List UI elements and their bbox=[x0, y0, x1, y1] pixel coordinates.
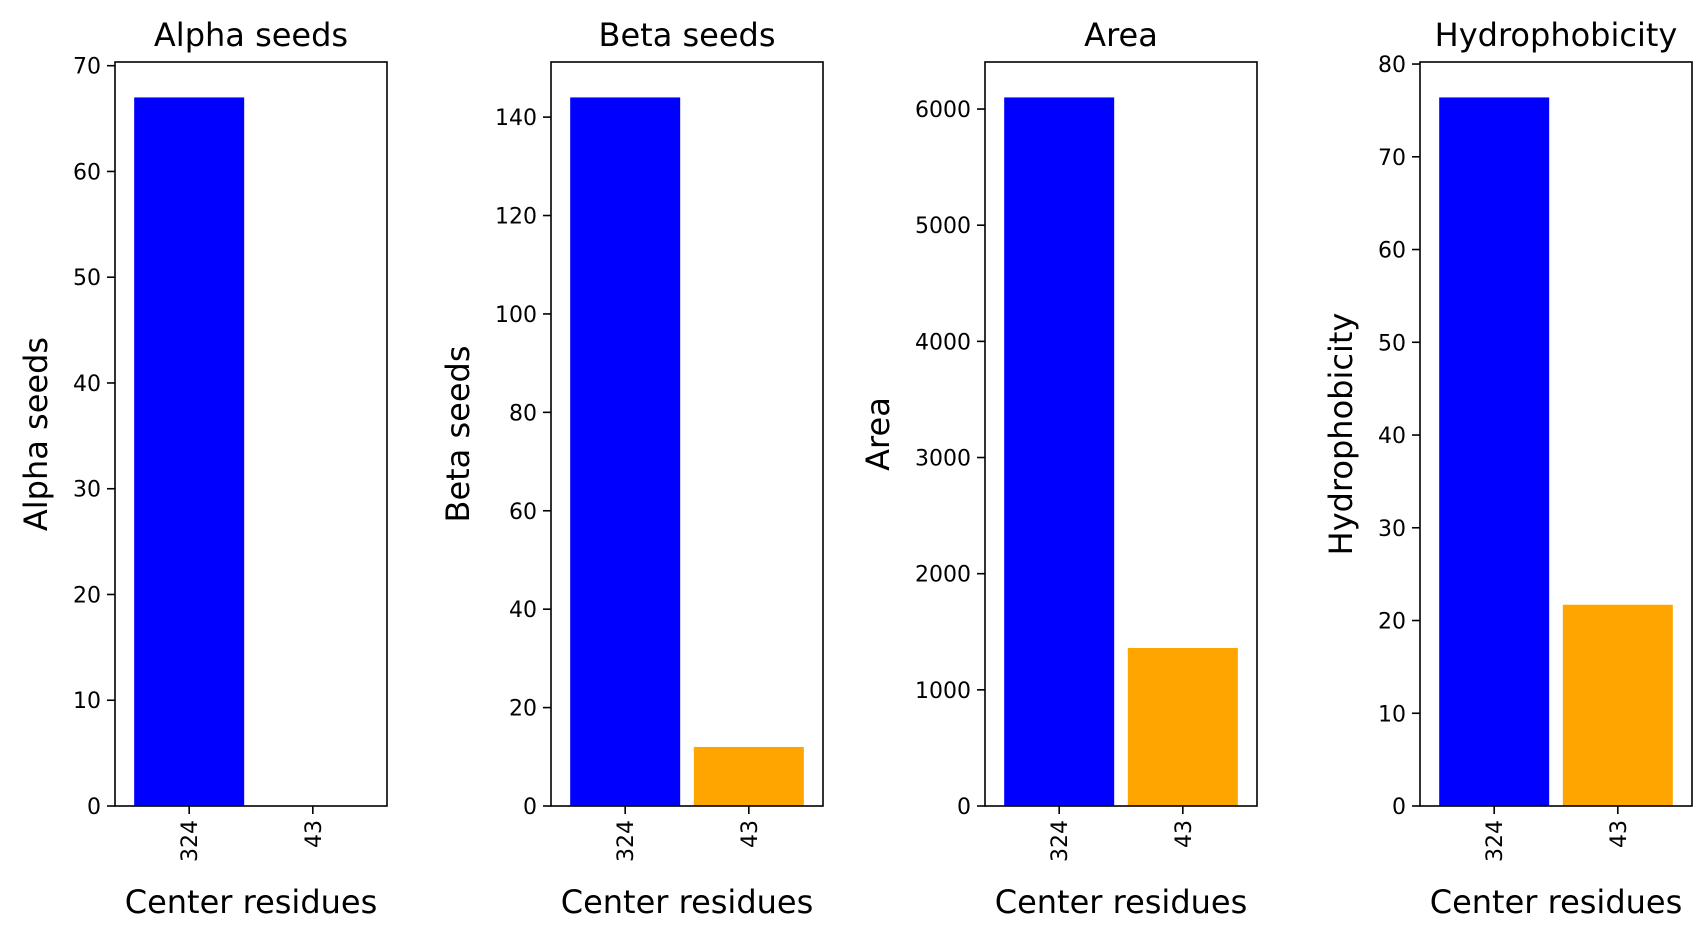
panel-4-ylabel: Hydrophobicity bbox=[1322, 313, 1360, 556]
panel-2-title: Beta seeds bbox=[599, 16, 776, 54]
panel-2-ylabel: Beta seeds bbox=[439, 346, 477, 523]
panel-2-ytick-label-120: 120 bbox=[495, 205, 537, 230]
panel-4-axes-frame bbox=[1419, 61, 1693, 807]
panel-4-xlabel: Center residues bbox=[1430, 883, 1683, 921]
panel-3-ytick-label-6000: 6000 bbox=[915, 98, 971, 123]
panel-3-title: Area bbox=[1084, 16, 1158, 54]
panel-4-bar-324 bbox=[1439, 97, 1550, 807]
panel-1-ytick-label-70: 70 bbox=[73, 55, 101, 80]
panel-1-xtick-label-43: 43 bbox=[302, 820, 327, 848]
panel-4-ytick-label-60: 60 bbox=[1378, 239, 1406, 264]
panel-2-ytick-label-80: 80 bbox=[509, 401, 537, 426]
panel-4-ytick-label-40: 40 bbox=[1378, 424, 1406, 449]
panel-3-xlabel: Center residues bbox=[995, 883, 1248, 921]
panel-3-axes-frame bbox=[984, 61, 1258, 807]
panel-3-ytick-label-1000: 1000 bbox=[915, 679, 971, 704]
panel-1-ytick-label-60: 60 bbox=[73, 160, 101, 185]
panel-2-ytick-label-0: 0 bbox=[523, 795, 537, 820]
panel-3-bar-324 bbox=[1004, 97, 1115, 807]
panel-2-bar-324 bbox=[570, 97, 681, 807]
panel-3-ytick-label-2000: 2000 bbox=[915, 563, 971, 588]
panel-4-ytick-label-10: 10 bbox=[1378, 702, 1406, 727]
panel-3-ytick-label-5000: 5000 bbox=[915, 214, 971, 239]
panel-3-xtick-label-324: 324 bbox=[1048, 820, 1073, 862]
panel-4-xtick-label-324: 324 bbox=[1483, 820, 1508, 862]
panel-2-ytick-label-40: 40 bbox=[509, 598, 537, 623]
panel-1-xlabel: Center residues bbox=[125, 883, 378, 921]
panel-1-ytick-label-0: 0 bbox=[87, 795, 101, 820]
panel-1-ytick-label-50: 50 bbox=[73, 266, 101, 291]
panel-4-ytick-label-0: 0 bbox=[1392, 795, 1406, 820]
panel-1-xtick-label-324: 324 bbox=[178, 820, 203, 862]
panel-1-title: Alpha seeds bbox=[154, 16, 348, 54]
panel-3-ylabel: Area bbox=[859, 397, 897, 471]
panel-3-bar-43 bbox=[1127, 648, 1238, 806]
panel-4-ytick-label-30: 30 bbox=[1378, 517, 1406, 542]
panel-1-bar-324 bbox=[134, 97, 245, 807]
panel-1-ytick-label-30: 30 bbox=[73, 478, 101, 503]
panel-2-ytick-label-60: 60 bbox=[509, 500, 537, 525]
panel-3-ytick-label-0: 0 bbox=[957, 795, 971, 820]
panel-1-ytick-label-10: 10 bbox=[73, 689, 101, 714]
panel-1-ytick-label-20: 20 bbox=[73, 583, 101, 608]
panel-3-ytick-label-3000: 3000 bbox=[915, 447, 971, 472]
panel-2-bar-43 bbox=[693, 746, 804, 806]
panel-4-ytick-label-20: 20 bbox=[1378, 610, 1406, 635]
panel-3-ytick-label-4000: 4000 bbox=[915, 330, 971, 355]
panel-1-axes-frame bbox=[114, 61, 388, 807]
panel-2-xlabel: Center residues bbox=[561, 883, 814, 921]
panel-2-xtick-label-324: 324 bbox=[614, 820, 639, 862]
panel-2-axes-frame bbox=[550, 61, 824, 807]
panel-1-ytick-label-40: 40 bbox=[73, 372, 101, 397]
panel-4-ytick-label-80: 80 bbox=[1378, 53, 1406, 78]
panel-2-ytick-label-140: 140 bbox=[495, 106, 537, 131]
panel-4-ytick-label-70: 70 bbox=[1378, 146, 1406, 171]
panel-4-title: Hydrophobicity bbox=[1435, 16, 1678, 54]
panel-2-ytick-label-100: 100 bbox=[495, 303, 537, 328]
panel-3-xtick-label-43: 43 bbox=[1172, 820, 1197, 848]
panel-2-xtick-label-43: 43 bbox=[738, 820, 763, 848]
panel-2-ytick-label-20: 20 bbox=[509, 697, 537, 722]
panel-4-xtick-label-43: 43 bbox=[1607, 820, 1632, 848]
panel-4-ytick-label-50: 50 bbox=[1378, 331, 1406, 356]
panel-4-bar-43 bbox=[1562, 604, 1673, 806]
panel-1-ylabel: Alpha seeds bbox=[17, 337, 55, 531]
